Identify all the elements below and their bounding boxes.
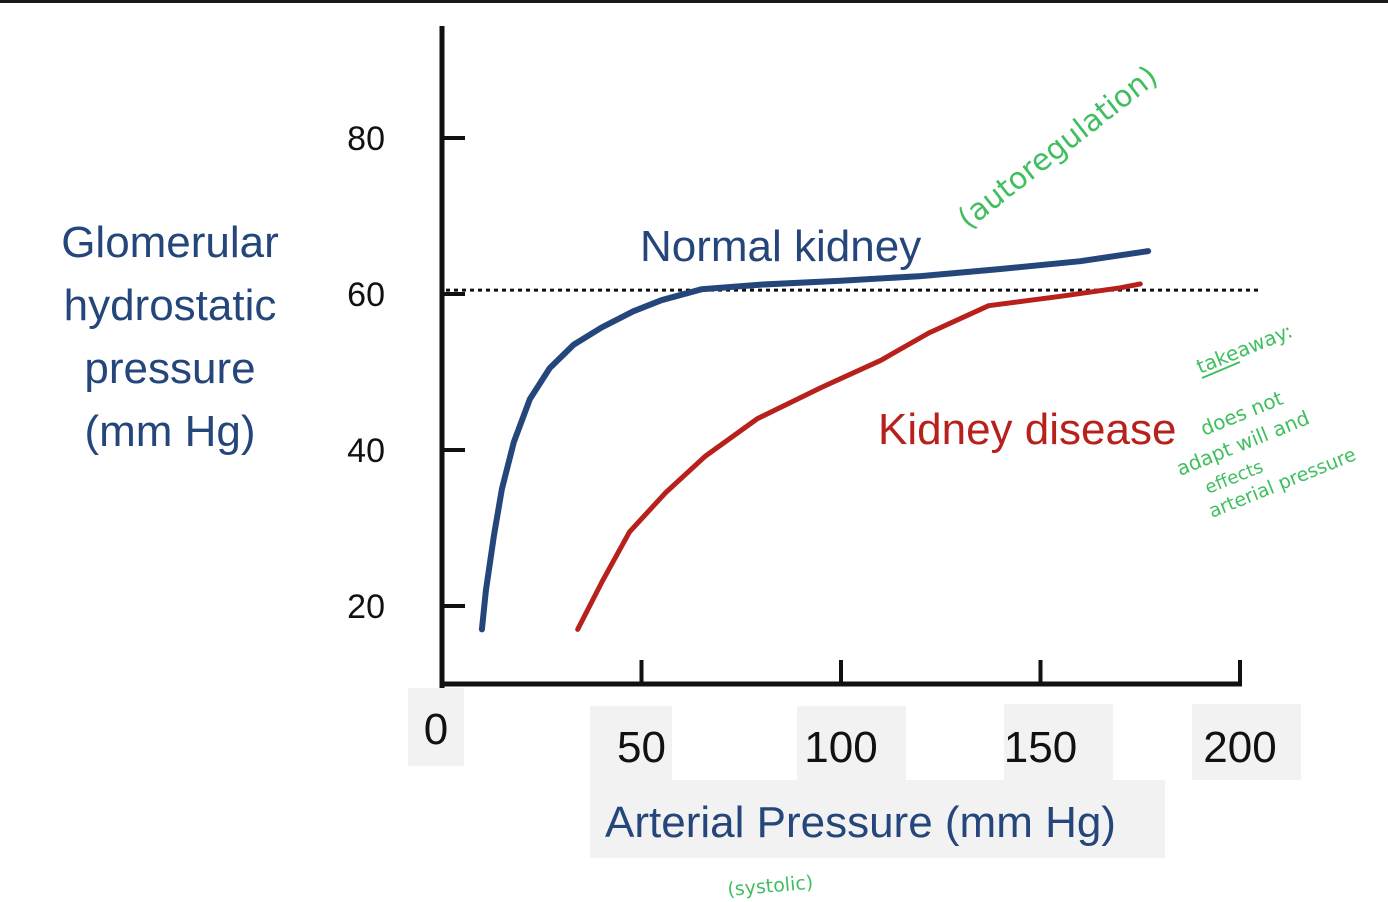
tick-label-bg (1004, 704, 1113, 780)
y-ticks: 20 40 60 80 (347, 120, 465, 626)
x-tick-label: 50 (617, 723, 666, 772)
series-label-kidney-disease: Kidney disease (878, 405, 1176, 454)
x-axis-title-bg (590, 780, 1165, 858)
series-line-normal-kidney (478, 248, 1152, 633)
annotation-underline (1201, 361, 1241, 379)
y-tick-label: 60 (347, 276, 385, 314)
y-tick-label: 20 (347, 588, 385, 626)
top-border (0, 0, 1388, 3)
series-label-normal-kidney: Normal kidney (640, 222, 921, 271)
x-tick-label: 200 (1203, 723, 1276, 772)
y-axis-title-line: pressure (84, 344, 256, 393)
annotation-takeaway: takeaway: (1193, 318, 1296, 378)
tick-label-bg (590, 706, 672, 782)
y-axis-title-line: hydrostatic (63, 281, 277, 330)
y-axis-title-line: Glomerular (61, 218, 279, 267)
annotation-autoregulation: (autoregulation) (951, 59, 1164, 236)
y-tick-label: 40 (347, 432, 385, 470)
tick-label-bg (797, 706, 906, 782)
x-tick-label: 100 (804, 723, 877, 772)
series-line-kidney-disease (575, 281, 1143, 632)
tick-label-bg (408, 688, 464, 766)
tick-label-bg (1192, 704, 1301, 780)
x-axis-title: Arterial Pressure (mm Hg) (605, 798, 1116, 847)
x-ticks: 0 50 100 150 200 (424, 660, 1277, 772)
annotation-systolic: (systolic) (727, 872, 815, 901)
y-tick-label: 80 (347, 120, 385, 158)
x-tick-label: 0 (424, 705, 448, 754)
y-axis-title-line: (mm Hg) (84, 407, 256, 456)
x-tick-label: 150 (1004, 723, 1077, 772)
x-tick-label-backgrounds (408, 688, 1301, 858)
